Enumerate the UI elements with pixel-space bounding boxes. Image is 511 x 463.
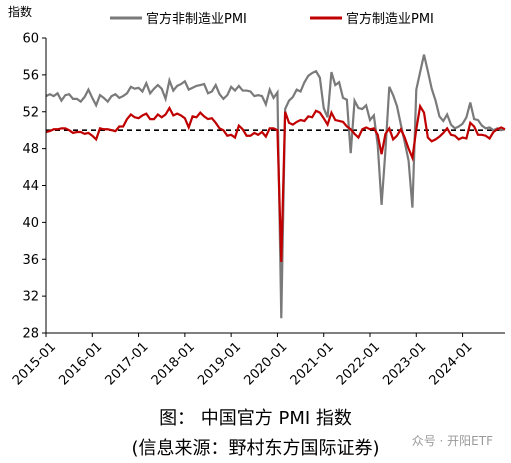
x-tick-label: 2021-01 [288,339,337,388]
x-tick-label: 2016-01 [56,339,105,388]
y-tick-label: 52 [22,105,39,120]
legend-label-nonmfg: 官方非制造业PMI [146,11,247,27]
x-tick-label: 2017-01 [103,339,152,388]
figure-caption-source: (信息来源：野村东方国际证券) [131,438,380,459]
x-tick-label: 2024-01 [427,339,476,388]
x-tick-label: 2022-01 [334,339,383,388]
y-tick-label: 56 [22,68,39,83]
y-tick-label: 44 [22,179,39,194]
y-tick-label: 60 [22,32,39,47]
y-tick-label: 28 [22,327,39,342]
y-tick-label: 48 [22,142,39,157]
y-tick-label: 36 [22,253,39,268]
y-tick-label: 32 [22,290,39,305]
legend-label-mfg: 官方制造业PMI [346,11,434,27]
x-tick-label: 2023-01 [380,339,429,388]
watermark-text: 众号 · 开阳ETF [411,434,493,448]
pmi-line-chart: 指数 官方非制造业PMI 官方制造业PMI 28 32 36 40 44 48 52 56 60… [8,4,506,388]
x-tick-label: 2015-01 [10,339,59,388]
legend: 官方非制造业PMI 官方制造业PMI [110,11,434,27]
series-line-mfg [45,103,506,263]
y-axis-label: 指数 [8,4,32,19]
x-tick-label: 2019-01 [195,339,244,388]
series-line-nonmfg [45,54,506,319]
x-tick-label: 2020-01 [241,339,290,388]
y-tick-label: 40 [22,216,39,231]
figure-caption-title: 图： 中国官方 PMI 指数 [159,408,352,429]
x-tick-label: 2018-01 [149,339,198,388]
